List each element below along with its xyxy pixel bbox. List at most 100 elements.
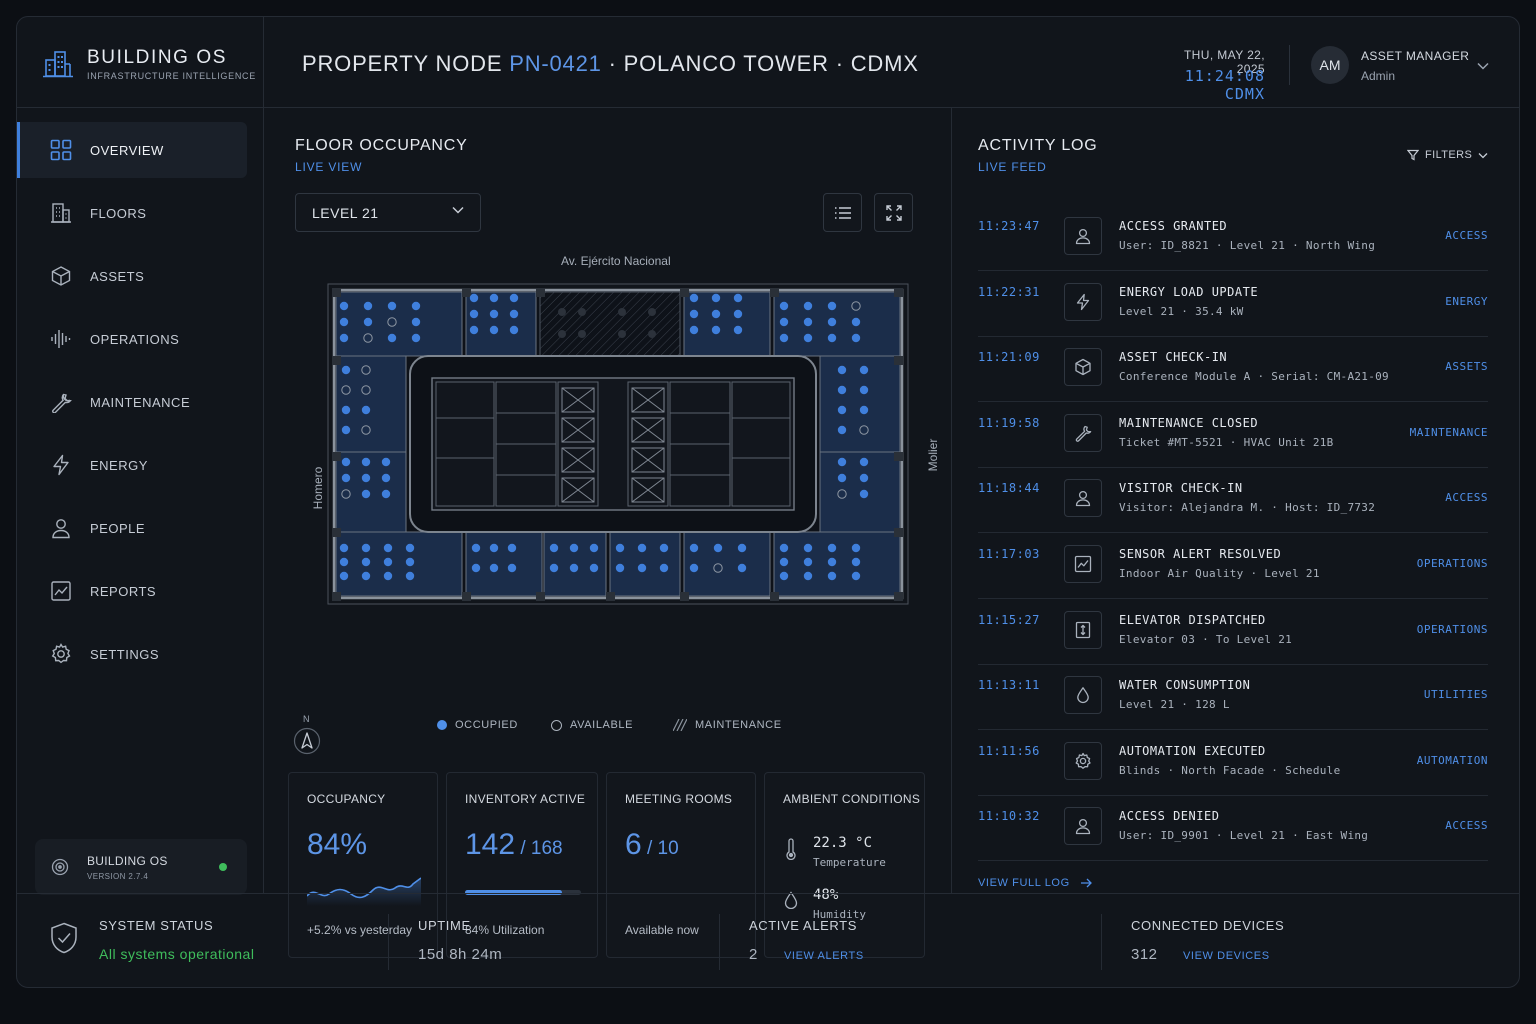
desk-occupied[interactable] <box>469 309 479 319</box>
desk-occupied[interactable] <box>711 309 721 319</box>
view-devices-link[interactable]: VIEW DEVICES <box>1183 950 1270 962</box>
entry-tag[interactable]: MAINTENANCE <box>1409 425 1488 439</box>
desk-occupied[interactable] <box>803 333 813 343</box>
desk-occupied[interactable] <box>361 543 371 553</box>
desk-occupied[interactable] <box>589 543 599 553</box>
filters-button[interactable]: FILTERS <box>1407 149 1488 161</box>
desk-occupied[interactable] <box>405 557 415 567</box>
desk-occupied[interactable] <box>549 543 559 553</box>
desk-occupied[interactable] <box>507 543 517 553</box>
meeting-rooms-card[interactable]: MEETING ROOMS 6 / 10 Available now <box>606 772 756 958</box>
desk-occupied[interactable] <box>827 543 837 553</box>
entry-tag[interactable]: ASSETS <box>1445 360 1488 374</box>
desk-occupied[interactable] <box>339 301 349 311</box>
desk-occupied[interactable] <box>659 543 669 553</box>
desk-occupied[interactable] <box>851 543 861 553</box>
desk-occupied[interactable] <box>803 543 813 553</box>
desk-occupied[interactable] <box>737 543 747 553</box>
desk-occupied[interactable] <box>689 309 699 319</box>
avatar[interactable]: AM <box>1311 46 1349 84</box>
desk-available[interactable] <box>361 365 371 375</box>
activity-entry[interactable]: 11:11:56 AUTOMATION EXECUTED Blinds · Nort… <box>978 730 1488 796</box>
desk-occupied[interactable] <box>827 301 837 311</box>
desk-occupied[interactable] <box>779 571 789 581</box>
desk-occupied[interactable] <box>341 425 351 435</box>
desk-occupied[interactable] <box>689 563 699 573</box>
desk-occupied[interactable] <box>341 457 351 467</box>
desk-occupied[interactable] <box>361 557 371 567</box>
desk-occupied[interactable] <box>507 563 517 573</box>
desk-occupied[interactable] <box>489 309 499 319</box>
desk-occupied[interactable] <box>411 301 421 311</box>
inventory-card[interactable]: INVENTORY ACTIVE 142 / 168 84% Utilizati… <box>446 772 598 958</box>
desk-occupied[interactable] <box>341 405 351 415</box>
desk-occupied[interactable] <box>637 543 647 553</box>
desk-occupied[interactable] <box>405 571 415 581</box>
desk-occupied[interactable] <box>779 333 789 343</box>
desk-available[interactable] <box>859 425 869 435</box>
activity-entry[interactable]: 11:17:03 SENSOR ALERT RESOLVED Indoor Air … <box>978 533 1488 599</box>
desk-available[interactable] <box>363 333 373 343</box>
desk-occupied[interactable] <box>779 301 789 311</box>
desk-occupied[interactable] <box>859 457 869 467</box>
desk-occupied[interactable] <box>341 365 351 375</box>
desk-occupied[interactable] <box>383 557 393 567</box>
desk-occupied[interactable] <box>779 317 789 327</box>
version-card[interactable]: BUILDING OS VERSION 2.7.4 <box>35 839 247 895</box>
desk-occupied[interactable] <box>737 563 747 573</box>
desk-occupied[interactable] <box>689 293 699 303</box>
desk-occupied[interactable] <box>859 405 869 415</box>
desk-occupied[interactable] <box>361 405 371 415</box>
desk-occupied[interactable] <box>383 571 393 581</box>
desk-occupied[interactable] <box>361 457 371 467</box>
desk-occupied[interactable] <box>509 293 519 303</box>
desk-occupied[interactable] <box>381 489 391 499</box>
desk-occupied[interactable] <box>381 473 391 483</box>
desk-occupied[interactable] <box>803 557 813 567</box>
desk-available[interactable] <box>361 425 371 435</box>
desk-occupied[interactable] <box>339 333 349 343</box>
desk-occupied[interactable] <box>509 309 519 319</box>
desk-occupied[interactable] <box>779 543 789 553</box>
entry-tag[interactable]: OPERATIONS <box>1416 622 1488 636</box>
desk-occupied[interactable] <box>779 557 789 567</box>
desk-occupied[interactable] <box>689 543 699 553</box>
desk-occupied[interactable] <box>361 473 371 483</box>
sidebar-item-overview[interactable]: OVERVIEW <box>17 122 247 178</box>
desk-occupied[interactable] <box>339 557 349 567</box>
chevron-down-icon[interactable] <box>1477 62 1489 70</box>
desk-occupied[interactable] <box>803 301 813 311</box>
sidebar-item-reports[interactable]: REPORTS <box>17 563 247 619</box>
desk-occupied[interactable] <box>471 543 481 553</box>
view-alerts-link[interactable]: VIEW ALERTS <box>784 950 864 962</box>
desk-occupied[interactable] <box>469 293 479 303</box>
user-name[interactable]: Admin <box>1361 69 1396 83</box>
level-select[interactable]: LEVEL 21 <box>295 193 481 232</box>
desk-occupied[interactable] <box>361 571 371 581</box>
desk-occupied[interactable] <box>383 543 393 553</box>
desk-occupied[interactable] <box>837 457 847 467</box>
sidebar-item-settings[interactable]: SETTINGS <box>17 626 247 682</box>
activity-entry[interactable]: 11:15:27 ELEVATOR DISPATCHED Elevator 03 ·… <box>978 599 1488 665</box>
desk-occupied[interactable] <box>837 425 847 435</box>
entry-tag[interactable]: ACCESS <box>1445 819 1488 833</box>
desk-occupied[interactable] <box>469 325 479 335</box>
desk-occupied[interactable] <box>859 365 869 375</box>
desk-occupied[interactable] <box>411 317 421 327</box>
desk-occupied[interactable] <box>851 333 861 343</box>
desk-occupied[interactable] <box>381 457 391 467</box>
entry-tag[interactable]: OPERATIONS <box>1416 557 1488 570</box>
desk-occupied[interactable] <box>405 543 415 553</box>
desk-available[interactable] <box>361 385 371 395</box>
desk-occupied[interactable] <box>615 543 625 553</box>
desk-occupied[interactable] <box>361 489 371 499</box>
desk-occupied[interactable] <box>637 563 647 573</box>
desk-occupied[interactable] <box>827 557 837 567</box>
desk-available[interactable] <box>341 489 351 499</box>
activity-entry[interactable]: 11:13:11 WATER CONSUMPTION Level 21 · 128 … <box>978 664 1488 731</box>
activity-entry[interactable]: 11:19:58 MAINTENANCE CLOSED Ticket #MT-552… <box>978 402 1488 468</box>
desk-occupied[interactable] <box>827 571 837 581</box>
activity-entry[interactable]: 11:10:32 ACCESS DENIED User: ID_9901 · Lev… <box>978 795 1488 862</box>
desk-occupied[interactable] <box>827 317 837 327</box>
desk-occupied[interactable] <box>589 563 599 573</box>
